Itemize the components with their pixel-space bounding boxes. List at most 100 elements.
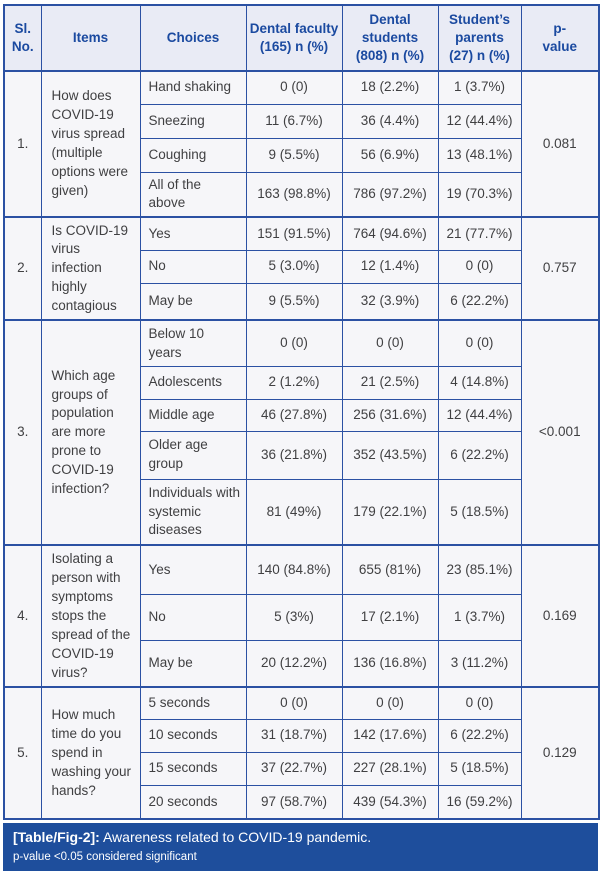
choice-cell: Older age group	[139, 430, 247, 480]
dental-faculty-value-cell: 81 (49%)	[245, 478, 343, 546]
dental-students-value-cell: 352 (43.5%)	[341, 430, 439, 480]
dental-students-value-cell: 56 (6.9%)	[341, 137, 439, 173]
choice-row: Adolescents 2 (1.2%) 21 (2.5%) 4 (14.8%)	[4, 365, 599, 400]
dental-faculty-value-cell: 20 (12.2%)	[245, 639, 343, 688]
dental-students-value-cell: 179 (22.1%)	[341, 478, 439, 546]
students-parents-value-cell: 6 (22.2%)	[437, 282, 522, 321]
item-question-cell: How much time do you spend in washing yo…	[40, 686, 141, 820]
sl-no-cell: 3.	[3, 319, 42, 546]
choice-row: May be 9 (5.5%) 32 (3.9%) 6 (22.2%)	[4, 282, 599, 321]
students-parents-value-cell: 1 (3.7%)	[437, 593, 522, 641]
students-parents-value-cell: 1 (3.7%)	[437, 70, 522, 105]
item-question-cell: How does COVID-19 virus spread (multiple…	[40, 69, 141, 218]
students-parents-value-cell: 6 (22.2%)	[437, 430, 522, 480]
dental-faculty-value-cell: 9 (5.5%)	[245, 137, 343, 173]
col-header-dental-students: Dental students (808) n (%)	[341, 4, 439, 72]
students-parents-value-cell: 3 (11.2%)	[437, 639, 522, 688]
dental-faculty-value-cell: 37 (22.7%)	[245, 751, 343, 786]
students-parents-value-cell: 12 (44.4%)	[437, 398, 522, 432]
sl-no-cell: 4.	[3, 544, 42, 688]
choice-row: Coughing 9 (5.5%) 56 (6.9%) 13 (48.1%)	[4, 137, 599, 173]
choice-cell: 5 seconds	[139, 686, 247, 720]
dental-students-value-cell: 227 (28.1%)	[341, 751, 439, 786]
col-header-students-parents: Student’s parents (27) n (%)	[437, 4, 522, 72]
caption-note: p-value <0.05 considered significant	[13, 850, 197, 863]
choice-cell: Coughing	[139, 137, 247, 173]
students-parents-value-cell: 5 (18.5%)	[437, 478, 522, 546]
dental-students-value-cell: 655 (81%)	[341, 544, 439, 595]
choice-cell: 10 seconds	[139, 718, 247, 753]
students-parents-value-cell: 0 (0)	[437, 249, 522, 284]
p-value-cell: 0.129	[520, 686, 600, 820]
choice-cell: Yes	[139, 216, 247, 251]
dental-faculty-value-cell: 46 (27.8%)	[245, 398, 343, 432]
p-value-cell: <0.001	[520, 319, 600, 546]
choice-cell: All of the above	[139, 171, 247, 218]
dental-faculty-value-cell: 5 (3.0%)	[245, 249, 343, 284]
students-parents-value-cell: 4 (14.8%)	[437, 365, 522, 400]
item-question-cell: Isolating a person with symptoms stops t…	[40, 544, 141, 688]
dental-students-value-cell: 0 (0)	[341, 686, 439, 720]
dental-students-value-cell: 136 (16.8%)	[341, 639, 439, 688]
choice-cell: 20 seconds	[139, 784, 247, 820]
choice-row: Middle age 46 (27.8%) 256 (31.6%) 12 (44…	[4, 398, 599, 432]
choice-cell: Individuals with systemic diseases	[139, 478, 247, 546]
col-header-items: Items	[40, 4, 141, 72]
students-parents-value-cell: 23 (85.1%)	[437, 544, 522, 595]
caption-text: Awareness related to COVID-19 pandemic.	[102, 829, 372, 846]
header-row: Sl. No. Items Choices Dental faculty (16…	[3, 4, 600, 72]
choice-cell: No	[139, 249, 247, 284]
dental-faculty-value-cell: 11 (6.7%)	[245, 103, 343, 139]
choice-cell: Hand shaking	[139, 70, 247, 105]
choice-cell: 15 seconds	[139, 751, 247, 786]
col-header-sl-no: Sl. No.	[3, 4, 42, 72]
dental-faculty-value-cell: 0 (0)	[245, 319, 343, 367]
choice-row: 1. How does COVID-19 virus spread (multi…	[3, 69, 600, 218]
dental-faculty-value-cell: 5 (3%)	[245, 593, 343, 641]
table-caption: [Table/Fig-2]: Awareness related to COVI…	[3, 823, 598, 872]
students-parents-value-cell: 5 (18.5%)	[437, 751, 522, 786]
dental-students-value-cell: 12 (1.4%)	[341, 249, 439, 284]
dental-faculty-value-cell: 9 (5.5%)	[245, 282, 343, 321]
dental-students-value-cell: 256 (31.6%)	[341, 398, 439, 432]
caption-title: [Table/Fig-2]: Awareness related to COVI…	[13, 829, 588, 847]
col-header-dental-faculty: Dental faculty (165) n (%)	[245, 4, 343, 72]
choice-cell: Adolescents	[139, 365, 247, 400]
choice-cell: Sneezing	[139, 103, 247, 139]
sl-no-cell: 1.	[3, 69, 42, 218]
choice-cell: No	[139, 593, 247, 641]
choice-row: All of the above 163 (98.8%) 786 (97.2%)…	[4, 171, 599, 218]
dental-students-value-cell: 32 (3.9%)	[341, 282, 439, 321]
students-parents-value-cell: 16 (59.2%)	[437, 784, 522, 820]
choice-row: 10 seconds 31 (18.7%) 142 (17.6%) 6 (22.…	[4, 718, 599, 753]
p-value-cell: 0.081	[520, 69, 600, 218]
dental-faculty-value-cell: 2 (1.2%)	[245, 365, 343, 400]
p-value-cell: 0.757	[520, 216, 600, 321]
dental-students-value-cell: 0 (0)	[341, 319, 439, 367]
dental-students-value-cell: 786 (97.2%)	[341, 171, 439, 218]
col-header-choices: Choices	[139, 4, 247, 72]
dental-students-value-cell: 18 (2.2%)	[341, 70, 439, 105]
choice-row: 15 seconds 37 (22.7%) 227 (28.1%) 5 (18.…	[4, 751, 599, 786]
col-header-p-value: p-value	[520, 4, 600, 72]
sl-no-cell: 5.	[3, 686, 42, 820]
choice-cell: Below 10 years	[139, 319, 247, 367]
dental-faculty-value-cell: 140 (84.8%)	[245, 544, 343, 595]
students-parents-value-cell: 12 (44.4%)	[437, 103, 522, 139]
dental-faculty-value-cell: 163 (98.8%)	[245, 171, 343, 218]
students-parents-value-cell: 21 (77.7%)	[437, 216, 522, 251]
dental-faculty-value-cell: 36 (21.8%)	[245, 430, 343, 480]
awareness-table: Sl. No. Items Choices Dental faculty (16…	[3, 4, 600, 821]
choice-row: Older age group 36 (21.8%) 352 (43.5%) 6…	[4, 430, 599, 480]
item-question-cell: Which age groups of population are more …	[40, 319, 141, 546]
students-parents-value-cell: 19 (70.3%)	[437, 171, 522, 218]
choice-row: 3. Which age groups of population are mo…	[3, 319, 600, 546]
choice-cell: Yes	[139, 544, 247, 595]
students-parents-value-cell: 13 (48.1%)	[437, 137, 522, 173]
choice-cell: May be	[139, 282, 247, 321]
choice-row: Sneezing 11 (6.7%) 36 (4.4%) 12 (44.4%)	[4, 103, 599, 139]
dental-faculty-value-cell: 151 (91.5%)	[245, 216, 343, 251]
dental-faculty-value-cell: 31 (18.7%)	[245, 718, 343, 753]
choice-row: No 5 (3.0%) 12 (1.4%) 0 (0)	[4, 249, 599, 284]
